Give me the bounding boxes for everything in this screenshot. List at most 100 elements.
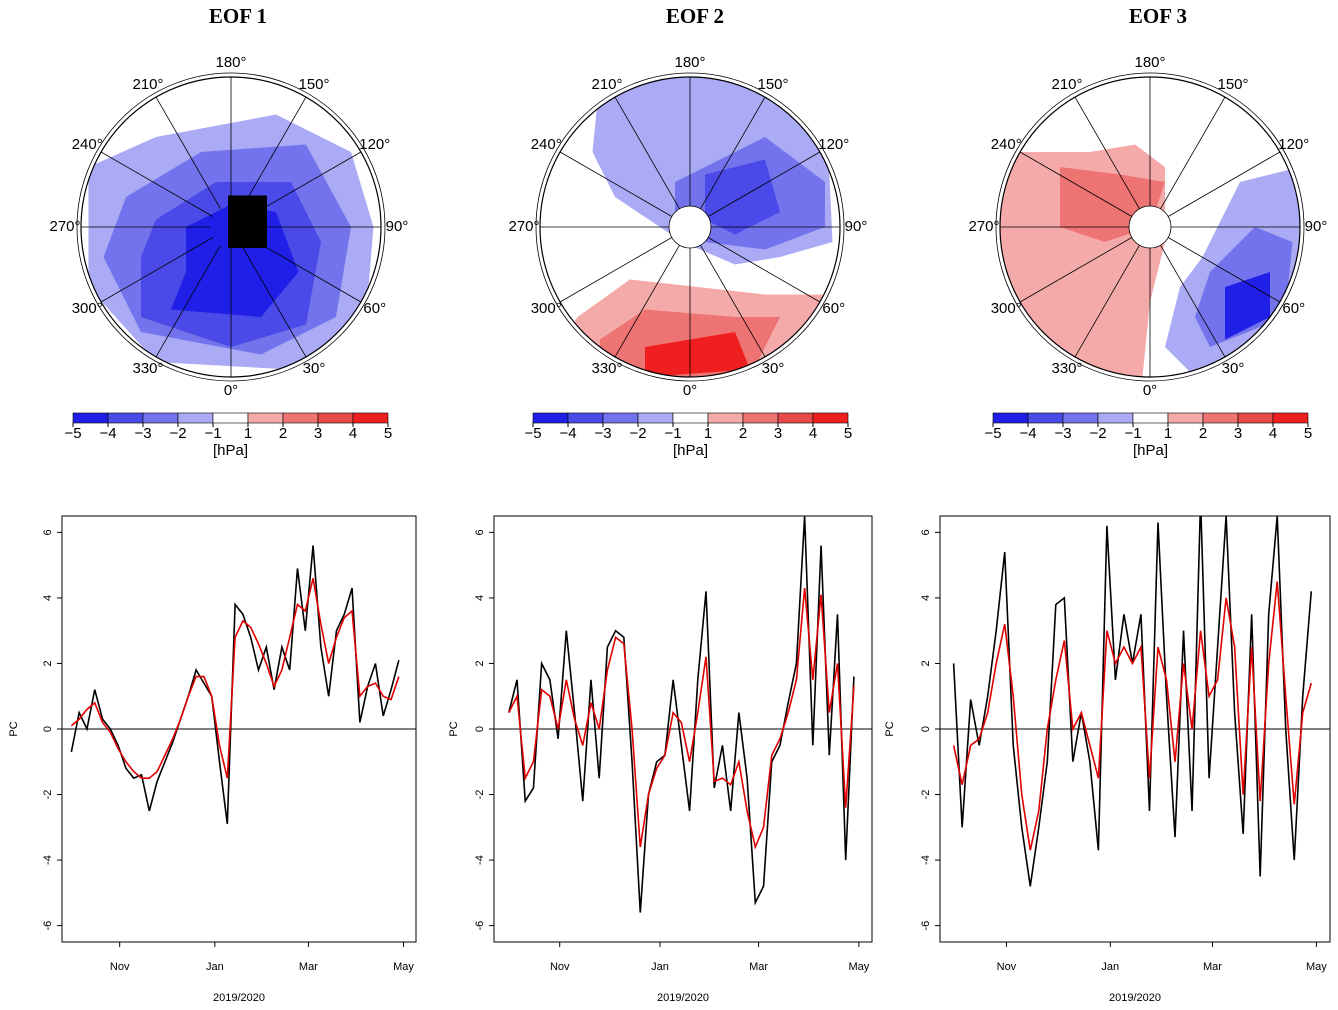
meridian [155,244,221,358]
y-tick-label: 0 [42,726,54,732]
colorbar-cell [142,412,179,424]
lon-label: 180° [1134,54,1165,71]
meridian [1019,151,1133,217]
x-tick-label: May [848,961,869,973]
colorbar-cell [1202,412,1239,424]
y-tick-label: 4 [42,595,54,601]
meridian [248,237,362,303]
colorbar-tick-label: −2 [1089,425,1106,442]
colorbar-tick-label: −5 [64,425,81,442]
meridian [700,96,766,210]
colorbar-cell [992,412,1029,424]
colorbar-tick-label: −3 [594,425,611,442]
lon-label: 300° [991,300,1022,317]
colorbar-tick-label: −5 [984,425,1001,442]
y-tick-label: 4 [474,595,486,601]
y-tick-label: 2 [474,660,486,666]
field-region [1225,272,1270,340]
map-title: EOF 1 [209,4,267,28]
lon-label: 150° [757,76,788,93]
lon-label: 90° [386,218,409,235]
y-tick-label: -4 [920,855,932,865]
colorbar-tick-label: 3 [774,425,782,442]
pc-line [952,581,1313,851]
meridian [241,244,307,358]
y-tick-label: -4 [474,855,486,865]
colorbar-label: [hPa] [1133,442,1168,459]
meridian [100,151,214,217]
colorbar-tick-label: −2 [629,425,646,442]
colorbar-cell [707,412,744,424]
y-tick-label: 0 [474,726,486,732]
colorbar-cell [247,412,284,424]
lon-label: 30° [303,360,326,377]
colorbar-cell [1167,412,1204,424]
lon-label: 0° [683,382,697,399]
lon-label: 210° [591,76,622,93]
lon-label: 30° [1222,360,1245,377]
colorbar-tick-label: −3 [1054,425,1071,442]
pc-line [70,545,400,825]
lon-label: 120° [818,136,849,153]
lon-label: 150° [1217,76,1248,93]
lon-label: 240° [991,136,1022,153]
y-tick-label: 2 [920,660,932,666]
y-tick-label: -2 [474,790,486,800]
colorbar-cell [317,412,354,424]
lon-label: 300° [72,300,103,317]
colorbar-tick-label: 1 [704,425,712,442]
lon-label: 150° [298,76,329,93]
y-tick-label: 0 [920,726,932,732]
lon-label: 330° [591,360,622,377]
y-tick-label: 2 [42,660,54,666]
x-tick-label: Mar [749,961,768,973]
colorbar-tick-label: 5 [1304,425,1312,442]
meridian [155,96,221,210]
meridian [1160,244,1226,358]
x-axis-label: 2019/2020 [657,992,709,1004]
colorbar-cell [532,412,569,424]
lon-label: 30° [762,360,785,377]
y-tick-label: 6 [474,529,486,535]
map-border-outer [76,72,386,382]
colorbar-tick-label: 2 [279,425,287,442]
x-tick-label: Jan [206,961,224,973]
colorbar-cell [72,412,109,424]
colorbar-label: [hPa] [213,442,248,459]
y-tick-label: 6 [920,529,932,535]
map-field [540,77,840,377]
colorbar-tick-label: −5 [524,425,541,442]
lon-label: 210° [1051,76,1082,93]
map-border-outer [535,72,845,382]
colorbar-tick-label: 4 [809,425,817,442]
x-tick-label: Nov [550,961,570,973]
lon-label: 0° [224,382,238,399]
x-tick-label: Jan [651,961,669,973]
meridian [700,244,766,358]
x-tick-label: Nov [110,961,130,973]
y-axis-label: PC [448,721,460,736]
x-axis-label: 2019/2020 [1109,992,1161,1004]
map-border-outer [995,72,1305,382]
pc-line [508,588,855,850]
y-tick-label: -2 [42,790,54,800]
colorbar-cell [567,412,604,424]
colorbar-cell [602,412,639,424]
map-field [1000,144,1300,377]
colorbar-cell [812,412,849,424]
meridian [707,237,821,303]
colorbar-tick-label: 1 [244,425,252,442]
x-tick-label: Nov [997,961,1017,973]
lon-label: 0° [1143,382,1157,399]
colorbar-tick-label: 3 [314,425,322,442]
x-tick-label: May [1306,961,1327,973]
y-axis-label: PC [884,721,896,736]
lon-label: 330° [132,360,163,377]
x-tick-label: May [393,961,414,973]
map-border [80,76,382,378]
lon-label: 330° [1051,360,1082,377]
field-region [228,195,267,248]
pc-line [70,578,400,779]
meridian [1074,96,1140,210]
